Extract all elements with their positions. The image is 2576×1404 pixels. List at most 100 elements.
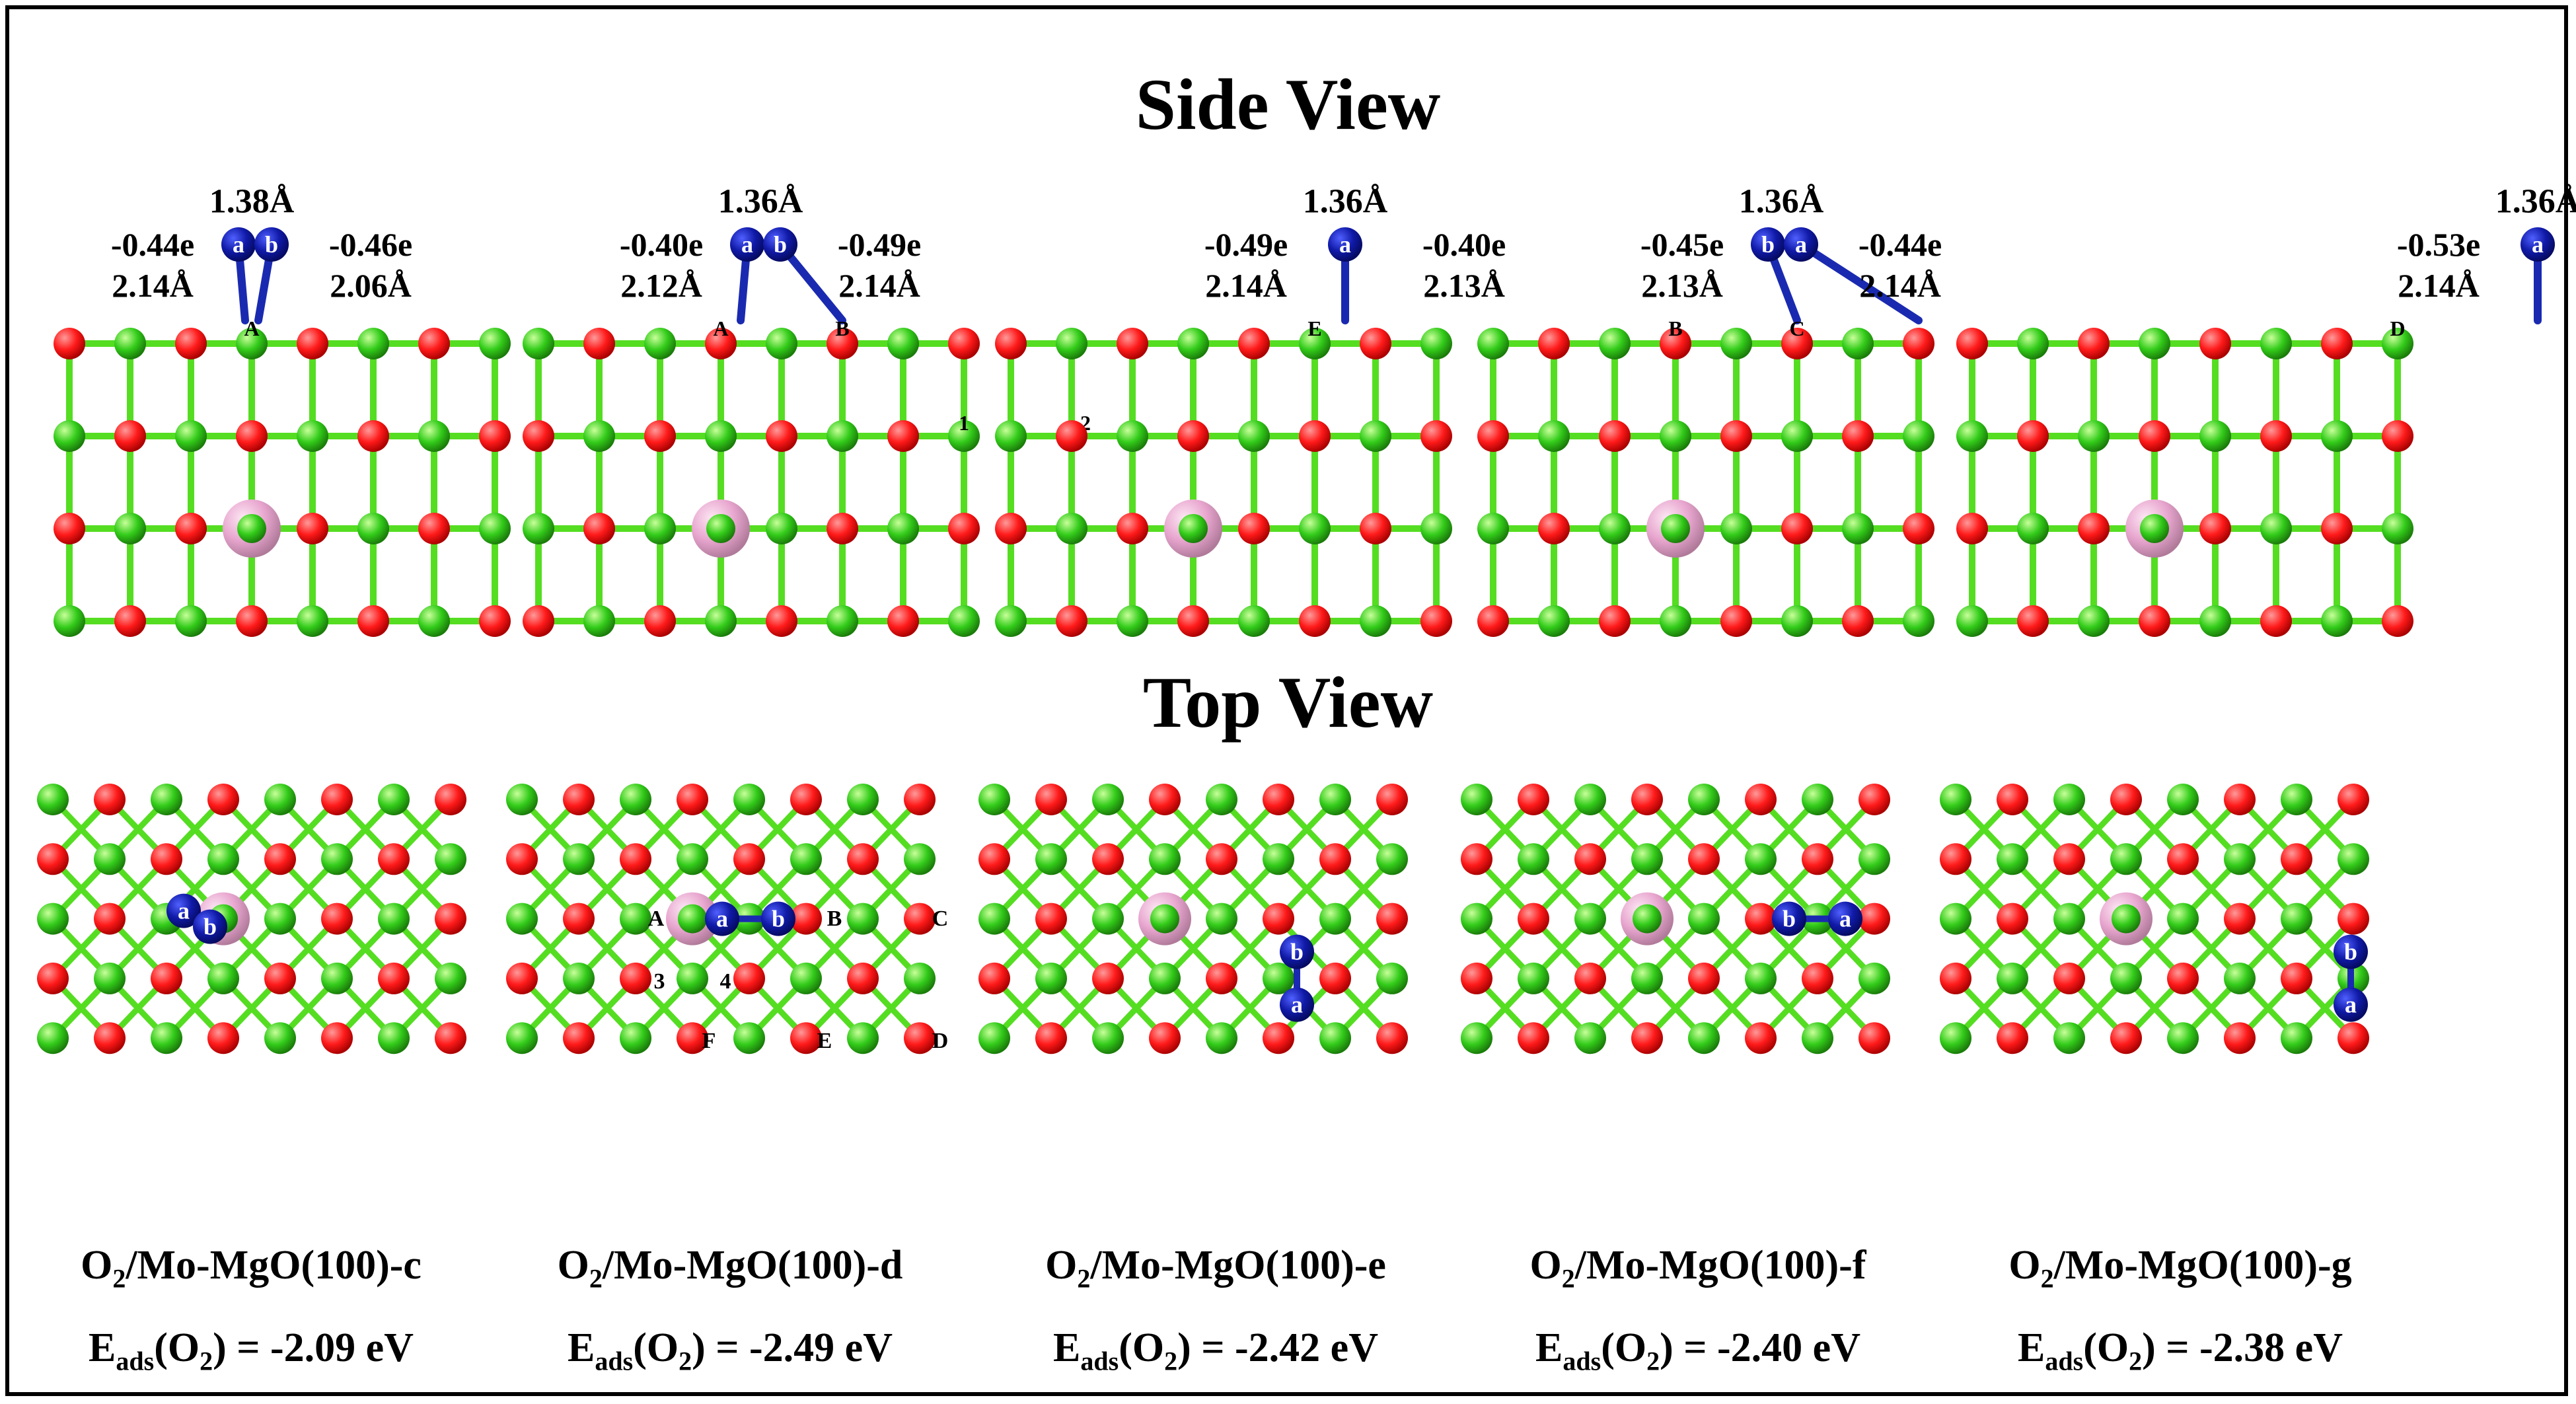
o-atom [620,962,651,994]
o-atom [1117,513,1148,544]
structure-label: O2/Mo-MgO(100)-c [81,1243,422,1294]
o-atom [2224,903,2256,935]
o-atom [1420,420,1452,452]
atom-label: a [1839,906,1851,932]
mg-atom [948,420,980,452]
o-atom [563,784,595,815]
o-atom [2053,962,2085,994]
mg-atom [1720,328,1752,359]
o-atom [2139,605,2170,637]
mg-atom [435,843,466,875]
mg-atom [1461,903,1492,935]
mg-atom [904,843,936,875]
mg-atom [1092,784,1124,815]
mg-atom [1956,605,1988,637]
site-label: A [244,316,259,340]
mg-atom [620,903,651,935]
structure-label: O2/Mo-MgO(100)-f [1529,1243,1866,1294]
o-atom [1263,1022,1294,1054]
o-atom [790,1022,822,1054]
o-atom [207,1022,239,1054]
mg-atom [1802,784,1833,815]
o-atom [1092,843,1124,875]
left-charge-label: -0.45e [1640,226,1724,263]
mg-atom [297,605,328,637]
mg-atom [1631,962,1663,994]
o-atom [1238,328,1270,359]
site-label: F [702,1029,716,1053]
o-atom [523,420,554,452]
mg-atom [2110,843,2142,875]
o-atom [506,843,538,875]
mg-atom [418,605,450,637]
side-view-panel-3: a 1.36Å -0.49e 2.14Å -0.40e 2.13Å E [995,183,1506,637]
mg-atom [2281,1022,2312,1054]
mg-atom [705,420,737,452]
o-atom [321,1022,353,1054]
mg-atom [175,605,207,637]
mg-atom [523,513,554,544]
o-atom [904,1022,936,1054]
o-atom [357,605,389,637]
mg-atom [357,328,389,359]
o-atom [1477,420,1509,452]
mg-atom [1688,1022,1720,1054]
mg-atom [2382,328,2413,359]
mg-atom [1903,605,1934,637]
atom-label: b [1290,939,1304,965]
o-atom [705,328,737,359]
mg-atom [1688,903,1720,935]
mg-atom [2112,904,2141,934]
mg-atom [151,784,182,815]
o-atom [978,962,1010,994]
mg-atom [523,328,554,359]
mg-atom [506,903,538,935]
o-atom [2382,605,2413,637]
mg-atom [1149,843,1181,875]
mg-atom [237,514,266,543]
o-atom [995,328,1027,359]
o-atom [1319,962,1351,994]
o-atom [2321,328,2353,359]
mg-atom [733,1022,765,1054]
mg-atom [1574,784,1606,815]
o-atom [1538,328,1570,359]
mg-atom [620,784,651,815]
figure-frame [5,5,2568,1396]
o-atom [644,420,676,452]
o-atom [827,513,858,544]
o-atom [435,784,466,815]
mg-atom [297,420,328,452]
o-atom [563,1022,595,1054]
o-atom [1858,1022,1890,1054]
adsorption-energy-label: Eads(O2) = -2.49 eV [568,1325,893,1376]
atom-label: a [1291,992,1303,1018]
bond-length-label: 1.38Å [209,183,295,221]
o-atom [357,420,389,452]
o-atom [1631,1022,1663,1054]
o-atom [523,605,554,637]
o-atom [1720,605,1752,637]
mg-atom [2321,605,2353,637]
site-label: 3 [654,969,665,994]
o-atom [1117,328,1148,359]
atom-label: b [772,906,785,932]
adsorbed-o-atom [1772,901,1806,936]
mg-atom [644,513,676,544]
atom-label: b [265,231,278,258]
structure-label: O2/Mo-MgO(100)-g [2008,1243,2352,1294]
top-view-panel-5: ba [1940,784,2369,1054]
left-distance-label: 2.14Å [1205,267,1287,304]
mg-atom [1660,605,1691,637]
o-atom [904,784,936,815]
mg-atom [1035,843,1067,875]
atom-label: b [2344,939,2357,965]
o-atom [1518,903,1549,935]
o-atom [506,962,538,994]
mg-atom [378,784,410,815]
o-atom [2281,962,2312,994]
o-atom [2139,420,2170,452]
mg-atom [1117,605,1148,637]
